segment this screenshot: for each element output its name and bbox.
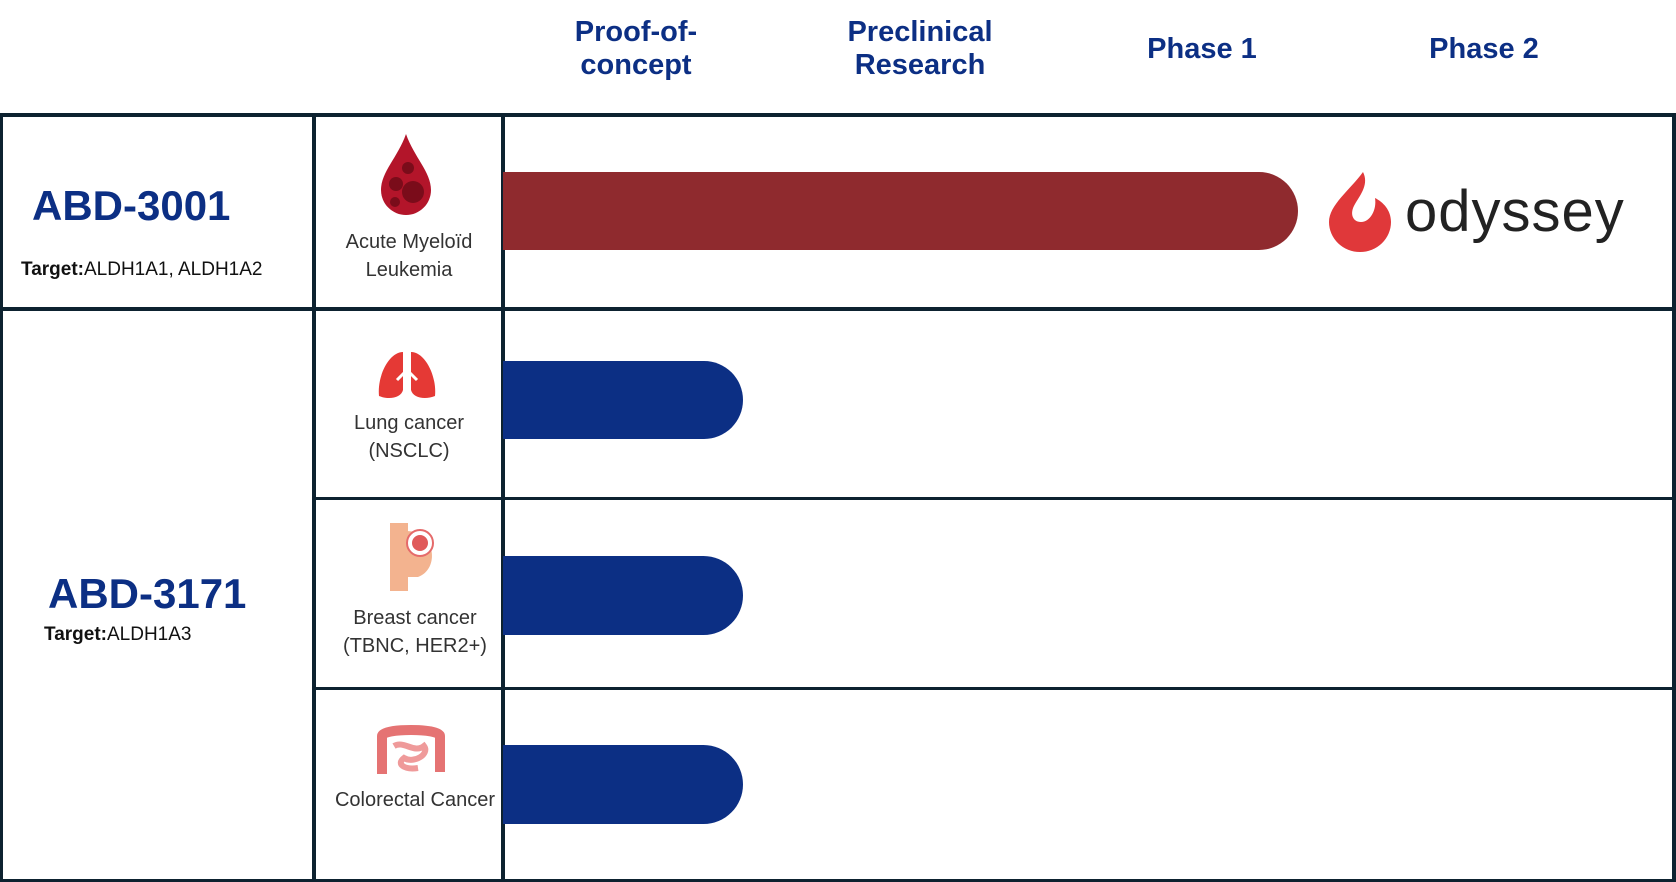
odyssey-drop-icon (1329, 172, 1391, 252)
grid-row1 (0, 307, 1676, 311)
drug-name-abd-3001: ABD-3001 (32, 182, 231, 229)
blood-drop-icon (381, 134, 431, 215)
progress-bar-colorectal-cancer (503, 745, 743, 824)
grid-top (0, 113, 1676, 117)
header-phase-2: Phase 2 (1429, 32, 1539, 65)
indication-colorectal-cancer: Colorectal Cancer (334, 789, 496, 811)
grid-row2 (313, 497, 1676, 500)
indication-breast-cancer: Breast cancer (TBNC, HER2+) (343, 607, 487, 657)
header-preclinical-research: Preclinical Research (847, 16, 993, 81)
grid-row3 (313, 687, 1676, 690)
breast-cancer-icon (390, 523, 434, 591)
indication-lung-cancer: Lung cancer (NSCLC) (353, 412, 465, 462)
grid-left (0, 113, 3, 882)
target-abd-3171: Target:ALDH1A3 (44, 624, 192, 645)
progress-bar-breast-cancer (503, 556, 743, 635)
progress-bar-lung-cancer (503, 361, 743, 439)
indication-aml: Acute Myeloïd Leukemia (345, 231, 473, 281)
intestine-icon (377, 725, 445, 774)
header-proof-of-concept: Proof-of- concept (574, 16, 698, 81)
lungs-icon (378, 346, 436, 398)
grid-right (1672, 113, 1676, 882)
grid-col2 (501, 113, 505, 882)
odyssey-logo: odyssey (1325, 170, 1625, 252)
grid-bottom (0, 879, 1676, 882)
header-phase-1: Phase 1 (1147, 32, 1257, 65)
grid-col1 (312, 113, 316, 882)
target-abd-3001: Target:ALDH1A1, ALDH1A2 (21, 259, 263, 280)
drug-name-abd-3171: ABD-3171 (48, 570, 247, 617)
progress-bar-aml (503, 172, 1298, 250)
